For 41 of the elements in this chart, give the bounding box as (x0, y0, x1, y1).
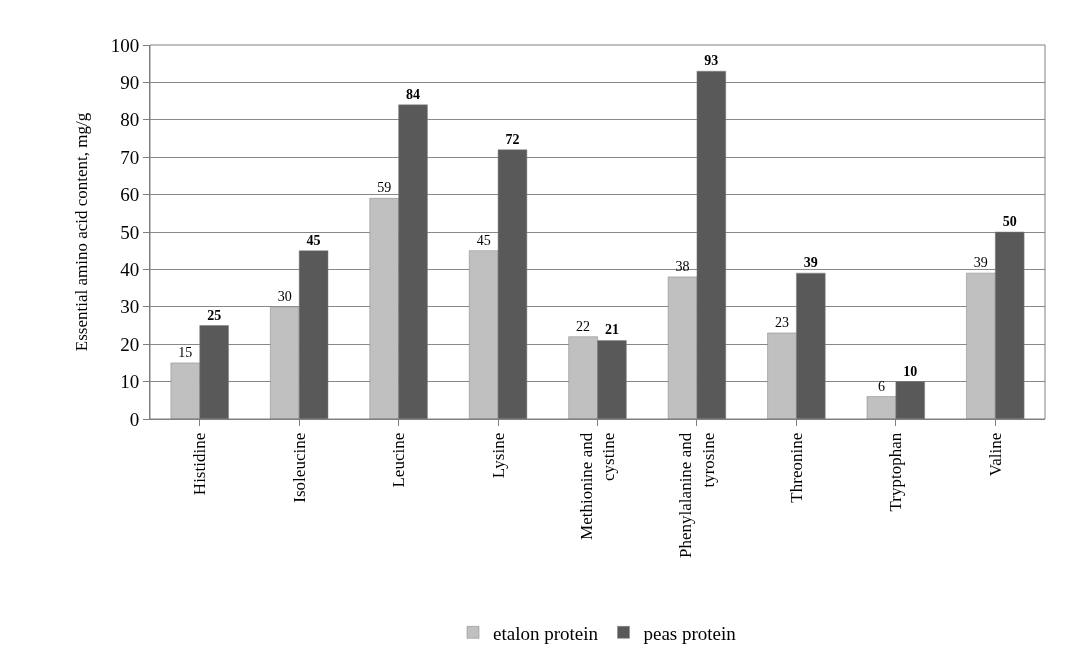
data-label: 39 (803, 255, 818, 271)
data-label: 25 (207, 307, 222, 323)
data-label: 84 (406, 86, 421, 102)
legend-label: etalon protein (493, 622, 599, 644)
data-label: 10 (903, 363, 918, 379)
y-tick-label: 10 (120, 371, 140, 393)
y-tick-label: 80 (120, 109, 140, 131)
data-label: 21 (604, 322, 619, 338)
data-label: 93 (704, 53, 719, 69)
data-label: 23 (774, 314, 789, 330)
x-tick-label: Phenylalanine and tyrosine (676, 432, 718, 558)
y-tick-label: 100 (110, 34, 140, 56)
data-label: 38 (675, 258, 690, 274)
y-tick-label: 30 (120, 296, 140, 318)
y-tick-label: 70 (120, 146, 140, 168)
x-tick-label: Histidine (190, 432, 210, 496)
x-tick-label: Lysine (488, 432, 508, 479)
data-label: 45 (476, 232, 491, 248)
data-label: 6 (877, 378, 885, 394)
y-tick-label: 90 (120, 72, 140, 94)
data-label: 50 (1002, 214, 1017, 229)
y-axis-title: Essential amino acid content, mg/g (72, 112, 92, 352)
x-tick-label: Valine (985, 432, 1005, 477)
y-tick-label: 50 (120, 221, 140, 243)
legend-label: peas protein (643, 622, 737, 644)
x-tick-label: Threonine (786, 432, 806, 503)
data-label: 22 (576, 318, 591, 334)
x-tick-label: Methionine and cystine (576, 432, 619, 540)
y-tick-label: 40 (120, 259, 140, 281)
y-tick-label: 0 (129, 408, 140, 430)
data-label: 39 (973, 255, 988, 271)
x-tick-label: Tryptophan (886, 432, 906, 512)
x-tick-label: Leucine (389, 432, 409, 488)
data-label: 72 (505, 131, 520, 147)
data-label: 30 (277, 288, 292, 304)
data-label: 59 (377, 180, 392, 196)
data-label: 45 (306, 232, 321, 248)
y-tick-label: 60 (120, 184, 140, 206)
x-tick-label: Isoleucine (289, 432, 309, 503)
data-label: 15 (178, 344, 193, 360)
y-tick-label: 20 (120, 333, 140, 355)
